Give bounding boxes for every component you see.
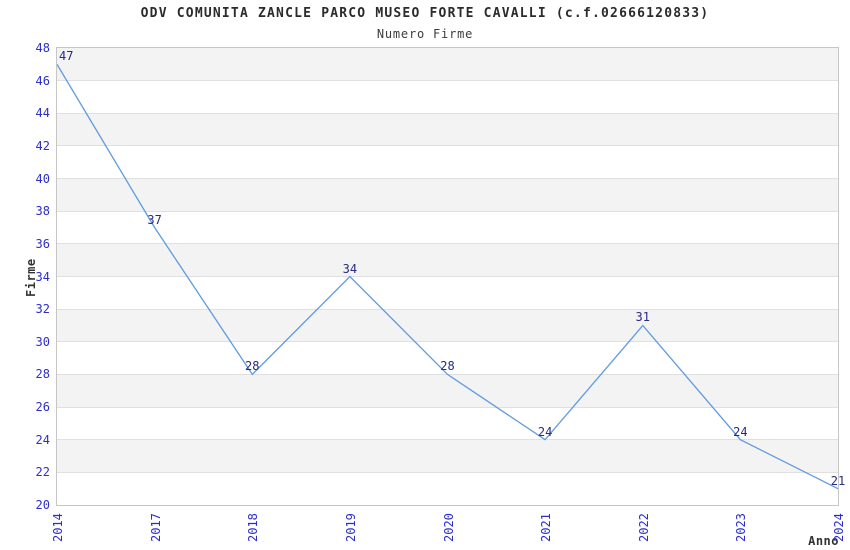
gridline bbox=[57, 341, 838, 343]
gridline bbox=[57, 406, 838, 408]
gridline bbox=[57, 178, 838, 180]
data-label: 34 bbox=[342, 261, 358, 276]
gridline bbox=[57, 112, 838, 114]
y-tick-label: 26 bbox=[35, 400, 50, 415]
y-tick-label: 46 bbox=[35, 73, 50, 88]
y-tick-label: 20 bbox=[35, 498, 50, 512]
data-label: 21 bbox=[830, 473, 846, 488]
grid-band bbox=[57, 341, 838, 375]
gridline bbox=[57, 308, 838, 310]
y-tick-label: 34 bbox=[35, 269, 50, 284]
grid-band bbox=[57, 439, 838, 473]
data-label: 31 bbox=[635, 310, 650, 325]
y-tick-label: 44 bbox=[35, 106, 50, 121]
line-series bbox=[57, 63, 838, 490]
grid-band bbox=[57, 211, 838, 244]
y-tick-label: 38 bbox=[35, 204, 50, 219]
gridline bbox=[57, 276, 838, 277]
grid-band bbox=[57, 48, 838, 81]
data-label: 37 bbox=[147, 212, 162, 227]
chart-title: ODV COMUNITA ZANCLE PARCO MUSEO FORTE CA… bbox=[140, 6, 710, 21]
data-label: 28 bbox=[440, 359, 455, 374]
y-tick-label: 36 bbox=[35, 236, 50, 251]
x-tick-label: 2024 bbox=[832, 513, 846, 542]
plot-area bbox=[56, 47, 839, 506]
grid-band bbox=[57, 309, 838, 342]
x-tick-label: 2018 bbox=[246, 513, 261, 542]
x-tick-label: 2017 bbox=[148, 513, 163, 542]
y-tick-label: 30 bbox=[35, 334, 50, 349]
x-tick-label: 2014 bbox=[51, 513, 65, 542]
y-tick-label: 48 bbox=[35, 41, 50, 55]
y-tick-label: 28 bbox=[35, 367, 50, 382]
x-tick-label: 2023 bbox=[734, 513, 749, 542]
y-tick-label: 40 bbox=[35, 171, 50, 186]
grid-band bbox=[57, 178, 838, 212]
y-tick-label: 42 bbox=[35, 138, 50, 153]
x-tick-label: 2019 bbox=[343, 513, 358, 542]
gridline bbox=[57, 210, 838, 212]
grid-band bbox=[57, 80, 838, 114]
x-axis-label: Anno bbox=[808, 534, 839, 548]
y-tick-label: 24 bbox=[35, 432, 50, 447]
chart-subtitle: Numero Firme bbox=[376, 27, 474, 41]
gridline bbox=[57, 439, 838, 441]
y-tick-label: 22 bbox=[35, 465, 50, 480]
gridline bbox=[57, 145, 838, 147]
data-label: 24 bbox=[733, 424, 748, 439]
y-tick-label: 32 bbox=[35, 302, 50, 317]
grid-band bbox=[57, 472, 838, 505]
grid-band bbox=[57, 113, 838, 146]
gridline bbox=[57, 243, 838, 245]
data-label: 47 bbox=[59, 49, 74, 64]
grid-band bbox=[57, 276, 838, 310]
data-label: 24 bbox=[537, 424, 553, 439]
x-tick-label: 2020 bbox=[441, 513, 456, 542]
gridline bbox=[57, 80, 838, 82]
grid-band bbox=[57, 407, 838, 440]
grid-band bbox=[57, 243, 838, 277]
gridline bbox=[57, 471, 838, 473]
grid-band bbox=[57, 145, 838, 179]
data-label: 28 bbox=[245, 359, 260, 374]
x-tick-label: 2022 bbox=[636, 513, 651, 542]
x-tick-label: 2021 bbox=[539, 513, 554, 542]
